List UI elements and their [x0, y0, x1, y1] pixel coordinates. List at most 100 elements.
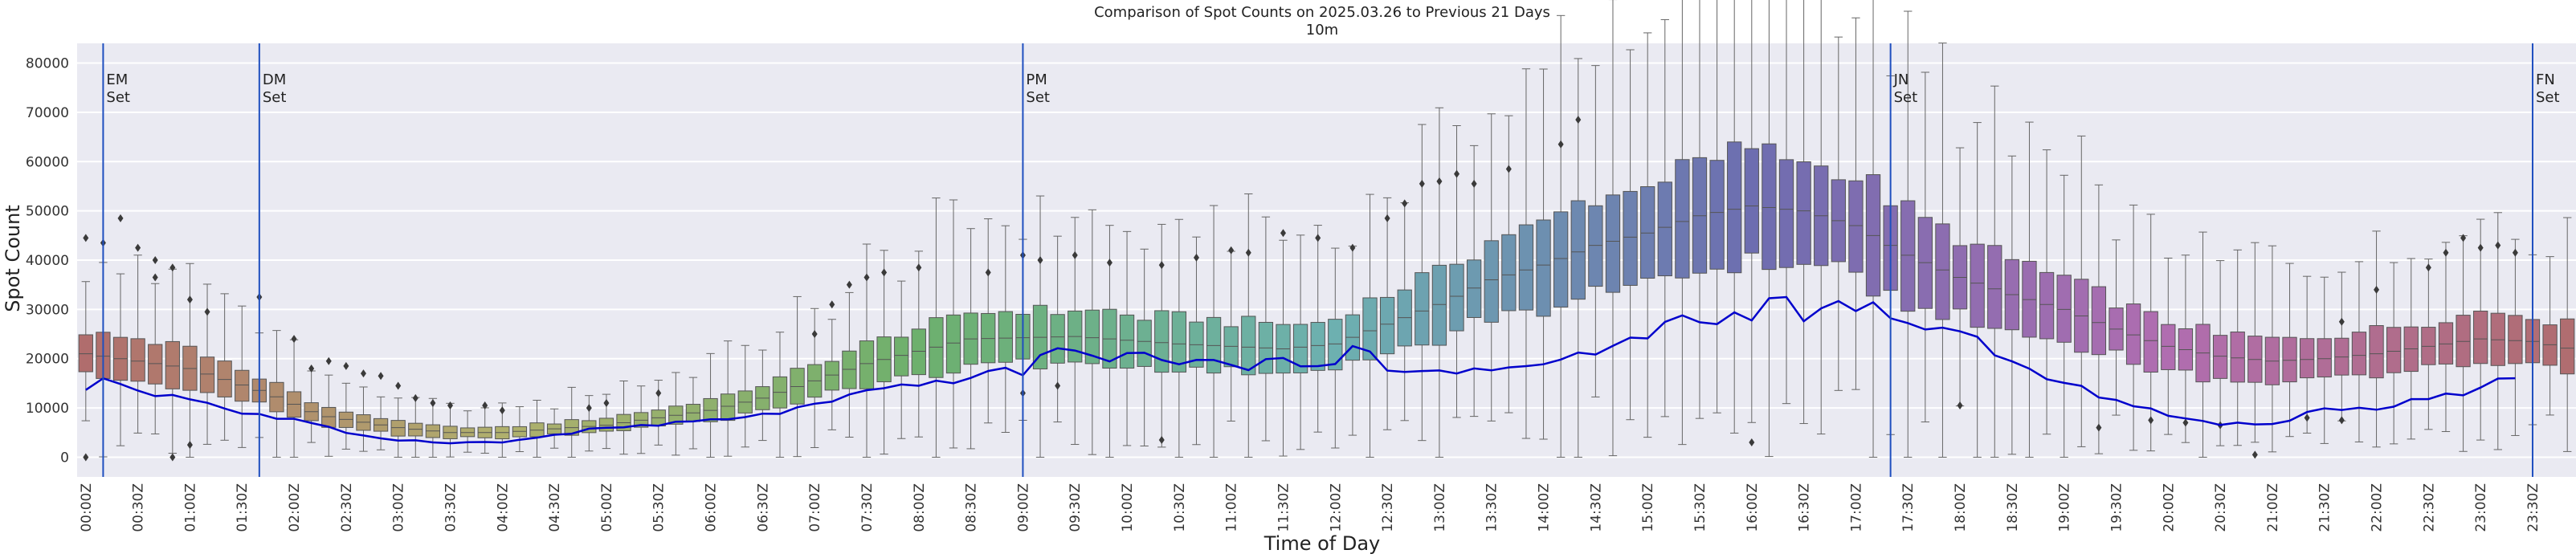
- outlier-point: [2374, 285, 2380, 294]
- box: [2351, 332, 2367, 376]
- outlier-point: [135, 243, 141, 252]
- x-tick-label: 05:30Z: [651, 483, 667, 532]
- outlier-point: [1436, 177, 1443, 185]
- outlier-point: [2512, 248, 2518, 257]
- annotation-label: Set: [1026, 89, 1050, 106]
- box: [78, 334, 93, 373]
- outlier-point: [655, 389, 662, 397]
- x-tick-label: 10:30Z: [1172, 483, 1188, 532]
- box: [859, 340, 875, 389]
- box: [2212, 335, 2228, 379]
- outlier-point: [1228, 246, 1235, 255]
- x-tick-label: 01:30Z: [235, 483, 251, 532]
- outlier-point: [829, 300, 835, 309]
- box: [1640, 186, 1655, 279]
- outlier-point: [846, 280, 852, 289]
- box: [1657, 181, 1672, 277]
- x-tick-label: 21:30Z: [2317, 483, 2333, 532]
- box: [1084, 309, 1100, 365]
- outlier-point: [430, 398, 436, 407]
- box: [894, 336, 909, 377]
- y-tick-label: 70000: [26, 105, 69, 121]
- box: [1241, 316, 1256, 376]
- line-series: [85, 295, 2516, 445]
- x-tick-label: 18:30Z: [2005, 483, 2021, 532]
- outlier-point: [186, 441, 193, 450]
- annotation-label: Set: [263, 89, 287, 106]
- box: [2560, 318, 2575, 375]
- outlier-point: [2460, 234, 2467, 242]
- outlier-point: [1055, 381, 1061, 390]
- box: [235, 369, 250, 402]
- box: [1848, 180, 1864, 273]
- box: [842, 350, 857, 389]
- box: [2125, 303, 2141, 365]
- box: [1310, 322, 1325, 371]
- annotation-label: Set: [1894, 89, 1918, 106]
- box: [2386, 327, 2402, 373]
- box: [1623, 190, 1638, 286]
- x-tick-label: 23:00Z: [2473, 483, 2489, 532]
- annotation-label: PM: [1026, 71, 1047, 88]
- outlier-point: [1471, 179, 1477, 188]
- outlier-point: [1454, 169, 1460, 178]
- y-tick-label: 40000: [26, 253, 69, 269]
- x-tick-label: 02:30Z: [339, 483, 355, 532]
- box: [721, 393, 736, 422]
- outlier-point: [1402, 199, 1408, 208]
- box: [1415, 272, 1430, 346]
- outlier-point: [1315, 234, 1321, 242]
- outlier-point: [2251, 450, 2258, 459]
- outlier-point: [916, 263, 922, 272]
- outlier-point: [2443, 248, 2449, 257]
- box: [824, 360, 839, 391]
- x-tick-label: 20:30Z: [2213, 483, 2229, 532]
- x-tick-label: 02:00Z: [287, 483, 303, 532]
- box: [1553, 211, 1569, 308]
- outlier-point: [343, 361, 349, 370]
- outlier-point: [1575, 116, 1582, 124]
- box: [598, 417, 614, 432]
- box: [148, 344, 163, 385]
- box: [1778, 159, 1794, 268]
- outlier-point: [2338, 416, 2345, 425]
- box: [1796, 161, 1811, 265]
- outlier-point: [1037, 256, 1043, 264]
- x-tick-label: 22:30Z: [2421, 483, 2437, 532]
- outlier-point: [447, 401, 453, 410]
- box: [981, 312, 996, 364]
- outlier-point: [117, 214, 124, 222]
- box: [1050, 314, 1065, 364]
- box: [790, 368, 805, 405]
- x-axis-label: Time of Day: [1264, 532, 1381, 555]
- x-tick-label: 11:00Z: [1224, 483, 1240, 532]
- x-tick-label: 17:00Z: [1848, 483, 1864, 532]
- annotation-label: Set: [106, 89, 130, 106]
- box: [1935, 223, 1950, 320]
- x-tick-label: 13:30Z: [1484, 483, 1500, 532]
- axes: 0 10000 20000 30000 40000 50000 60000 70000 8000…: [26, 56, 2541, 532]
- chart-subtitle: 10m: [1306, 22, 1338, 39]
- outlier-point: [1245, 248, 1251, 257]
- outlier-point: [169, 263, 176, 272]
- box: [2438, 322, 2454, 365]
- box: [1536, 219, 1551, 317]
- outlier-point: [1158, 261, 1165, 270]
- outlier-point: [1193, 253, 1199, 262]
- outlier-point: [360, 369, 366, 378]
- outlier-point: [2096, 423, 2102, 432]
- outlier-point: [499, 406, 505, 415]
- outliers: [83, 116, 2518, 462]
- outlier-point: [881, 268, 888, 277]
- outlier-point: [291, 335, 297, 344]
- box: [1970, 243, 1985, 328]
- box: [1466, 259, 1482, 318]
- y-tick-label: 80000: [26, 56, 69, 72]
- box: [2473, 310, 2488, 365]
- outlier-point: [811, 330, 818, 339]
- series-line-today: [85, 295, 2516, 445]
- outlier-point: [169, 453, 176, 462]
- box: [1727, 141, 1742, 274]
- box: [1171, 311, 1187, 373]
